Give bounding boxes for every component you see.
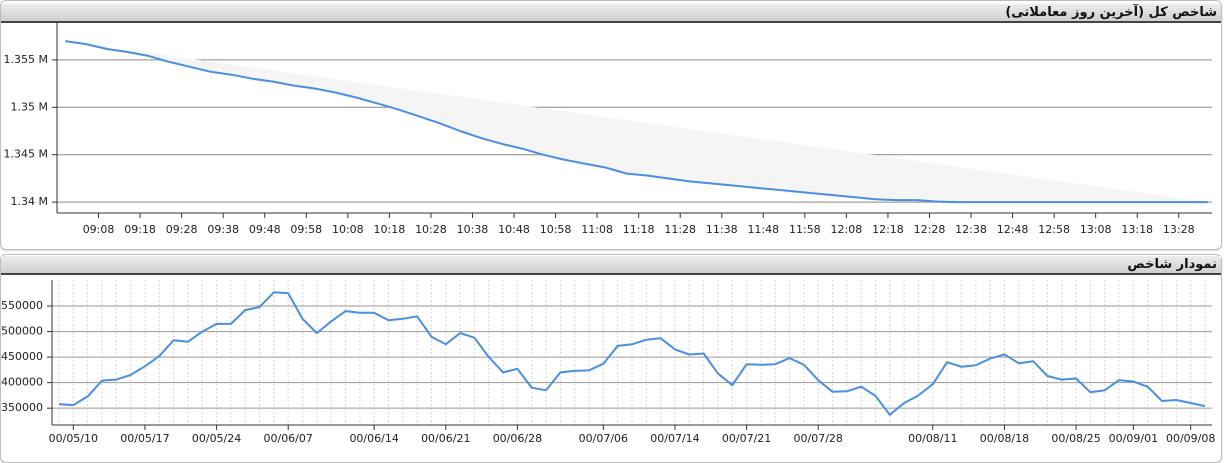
x-tick-label: 11:18 (623, 223, 655, 236)
x-tick-label: 11:28 (664, 223, 696, 236)
x-tick-label: 11:58 (789, 223, 821, 236)
x-tick-label: 09:08 (83, 223, 115, 236)
x-tick-label: 00/06/14 (349, 432, 398, 445)
x-tick-label: 10:28 (415, 223, 447, 236)
x-tick-label: 11:38 (706, 223, 738, 236)
x-tick-label: 09:28 (166, 223, 198, 236)
x-tick-label: 00/07/21 (722, 432, 771, 445)
x-tick-label: 13:18 (1121, 223, 1153, 236)
x-tick-label: 00/07/28 (794, 432, 843, 445)
x-tick-label: 10:08 (332, 223, 364, 236)
x-tick-label: 00/06/21 (421, 432, 470, 445)
y-tick-label: 1550000 (0, 299, 43, 312)
x-tick-label: 00/08/11 (908, 432, 957, 445)
y-tick-label: 1.35 M (11, 100, 48, 113)
x-tick-label: 00/07/14 (650, 432, 699, 445)
x-tick-label: 12:28 (914, 223, 946, 236)
x-tick-label: 00/05/10 (49, 432, 98, 445)
x-tick-label: 11:08 (581, 223, 613, 236)
x-tick-label: 00/06/28 (493, 432, 542, 445)
x-tick-label: 00/05/24 (192, 432, 241, 445)
x-tick-label: 09:48 (249, 223, 281, 236)
x-tick-label: 10:18 (374, 223, 406, 236)
x-tick-label: 12:18 (872, 223, 904, 236)
x-tick-label: 13:28 (1163, 223, 1195, 236)
line (58, 291, 1206, 416)
x-tick-label: 11:48 (747, 223, 779, 236)
y-tick-label: 1400000 (0, 376, 43, 389)
y-tick-label: 1.34 M (11, 195, 48, 208)
panel-title: شاخص کل (آخرین روز معاملاتی) (1, 4, 1221, 23)
x-tick-label: 09:38 (207, 223, 239, 236)
x-tick-label: 10:58 (540, 223, 572, 236)
x-tick-label: 09:58 (290, 223, 322, 236)
line (65, 40, 1208, 204)
x-tick-label: 00/07/06 (579, 432, 628, 445)
x-tick-label: 00/08/25 (1051, 432, 1100, 445)
x-tick-label: 10:38 (457, 223, 489, 236)
y-tick-label: 1500000 (0, 325, 43, 338)
x-tick-label: 00/09/01 (1109, 432, 1158, 445)
x-tick-label: 00/08/18 (980, 432, 1029, 445)
x-tick-label: 12:48 (997, 223, 1029, 236)
y-tick-label: 1350000 (0, 401, 43, 414)
x-tick-label: 00/05/17 (120, 432, 169, 445)
x-tick-label: 13:08 (1080, 223, 1112, 236)
y-tick-label: 1.355 M (4, 53, 48, 66)
x-tick-label: 00/06/07 (263, 432, 312, 445)
x-tick-label: 00/09/08 (1166, 432, 1215, 445)
index-panel: شاخص کل (آخرین روز معاملاتی) (0, 0, 1222, 250)
x-tick-label: 12:58 (1038, 223, 1070, 236)
panel-title: نمودار شاخص (1, 256, 1221, 275)
x-tick-label: 09:18 (124, 223, 156, 236)
x-tick-label: 12:08 (831, 223, 863, 236)
line-area (65, 41, 1208, 203)
y-tick-label: 1450000 (0, 350, 43, 363)
x-tick-label: 12:38 (955, 223, 987, 236)
y-tick-label: 1.345 M (4, 148, 48, 161)
x-tick-label: 10:48 (498, 223, 530, 236)
